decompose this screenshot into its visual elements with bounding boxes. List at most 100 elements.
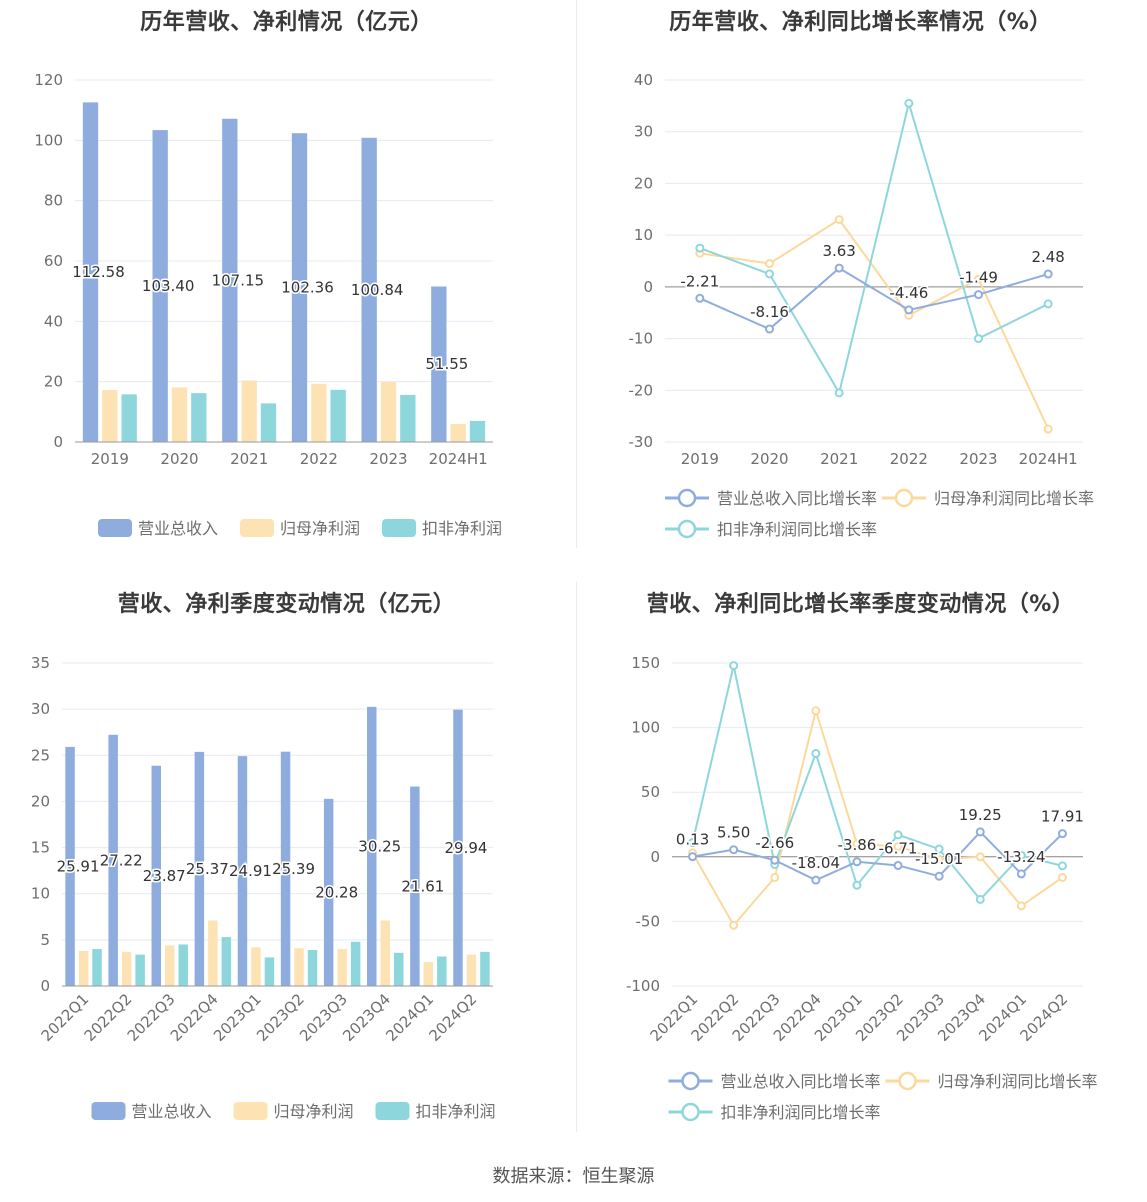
bar	[171, 387, 188, 442]
series-line	[691, 665, 1063, 901]
bar	[410, 786, 420, 986]
data-point	[811, 875, 821, 885]
bar	[337, 949, 347, 986]
data-point	[934, 854, 944, 864]
bar	[291, 133, 308, 443]
data-point	[1043, 299, 1053, 309]
data-point	[974, 334, 983, 344]
chart-title: 历年营收、净利同比增长率情况（%）	[669, 10, 1052, 35]
bar	[208, 920, 218, 986]
data-point	[934, 844, 944, 854]
legend-swatch	[894, 488, 914, 508]
bar	[194, 751, 205, 986]
bar	[323, 798, 334, 986]
data-label: 112.58	[72, 263, 125, 281]
bar	[450, 423, 466, 442]
series-line	[699, 266, 1049, 331]
data-point	[834, 388, 844, 398]
x-tick-label: 2020	[750, 450, 788, 468]
annual-revenue-profit-chart: 0 20 40 60 80 100 120 2019 2020 2021 2022 2023 2024H…	[34, 71, 502, 538]
x-tick-label: 2019	[91, 450, 129, 468]
bar	[466, 954, 477, 986]
bar	[241, 380, 257, 442]
data-label: 20.28	[315, 883, 358, 901]
data-point	[770, 872, 780, 882]
bar	[221, 937, 232, 986]
bar	[380, 920, 390, 986]
y-tick-label: 30	[634, 123, 653, 141]
data-label: -3.86	[838, 836, 877, 854]
data-point	[811, 706, 821, 716]
bar	[78, 950, 89, 986]
bar	[237, 756, 248, 986]
bar	[108, 734, 118, 986]
bar	[307, 950, 318, 986]
data-point	[765, 259, 774, 269]
x-tick-label: 2023	[369, 450, 407, 468]
legend-swatch	[681, 1102, 700, 1122]
data-label: -18.04	[792, 854, 840, 872]
x-tick-label: 2024H1	[1019, 450, 1078, 468]
data-label: 2.48	[1031, 248, 1064, 266]
y-tick-label: 50	[641, 783, 660, 801]
y-tick-label: 20	[31, 792, 50, 810]
data-point	[893, 830, 903, 840]
data-point	[688, 852, 698, 862]
data-point	[834, 263, 844, 273]
legend-swatch	[375, 1102, 410, 1120]
data-label: 3.63	[822, 242, 855, 260]
y-tick-label: 60	[44, 252, 63, 270]
legend-swatch	[898, 1071, 917, 1091]
bar	[330, 389, 346, 442]
bar	[400, 394, 416, 442]
bar	[260, 403, 277, 442]
bar	[437, 956, 447, 986]
data-point	[729, 661, 739, 671]
legend-label: 扣非净利润同比增长率	[721, 1103, 881, 1122]
bar	[469, 420, 486, 442]
data-label: 25.37	[186, 860, 229, 878]
bar	[280, 751, 291, 986]
x-tick-label: 2022	[890, 450, 928, 468]
data-label: 23.87	[143, 867, 186, 885]
y-tick-label: 40	[634, 71, 653, 89]
data-label: 30.25	[358, 837, 401, 855]
y-tick-label: 40	[44, 312, 63, 330]
y-tick-label: -50	[636, 912, 661, 930]
series-line	[699, 99, 1049, 396]
x-tick-label: 2022	[300, 450, 338, 468]
bar	[264, 957, 275, 986]
data-point	[934, 871, 944, 881]
data-point	[765, 324, 774, 334]
x-tick-label: 2024Q2	[425, 990, 480, 1045]
data-label: -1.49	[959, 269, 998, 287]
y-tick-label: 0	[53, 433, 63, 451]
divider	[576, 582, 577, 1132]
y-tick-label: 20	[44, 373, 63, 391]
data-point	[893, 841, 903, 851]
data-point	[893, 860, 903, 870]
data-point	[1057, 861, 1067, 871]
x-tick-label: 2021	[820, 450, 858, 468]
data-point	[1016, 901, 1026, 911]
legend-label: 归母净利润同比增长率	[938, 1072, 1098, 1091]
chart-title: 营收、净利季度变动情况（亿元）	[117, 592, 456, 617]
series-line	[692, 830, 1064, 882]
quarterly-revenue-profit-panel: 营收、净利季度变动情况（亿元） 0 5 10 15 20 25 30 35 2022Q1 2022…	[0, 582, 573, 1162]
data-point	[974, 290, 983, 300]
series-line	[699, 218, 1050, 430]
data-point	[904, 98, 914, 108]
y-tick-label: -100	[626, 977, 660, 995]
legend-label: 扣非净利润	[416, 1102, 496, 1121]
data-label: -2.21	[680, 272, 719, 290]
bar	[178, 944, 188, 986]
data-label: 100.84	[351, 281, 404, 299]
x-tick-label: 2024H1	[429, 450, 488, 468]
legend-swatch	[98, 519, 132, 537]
data-label: 5.50	[717, 824, 750, 842]
bar	[82, 102, 99, 442]
data-point	[765, 269, 774, 279]
annual-revenue-profit-panel: 历年营收、净利情况（亿元） 0 20 40 60 80 100 120 2019 2020 202…	[0, 0, 573, 580]
y-tick-label: 0	[643, 278, 653, 296]
data-point	[811, 748, 821, 758]
